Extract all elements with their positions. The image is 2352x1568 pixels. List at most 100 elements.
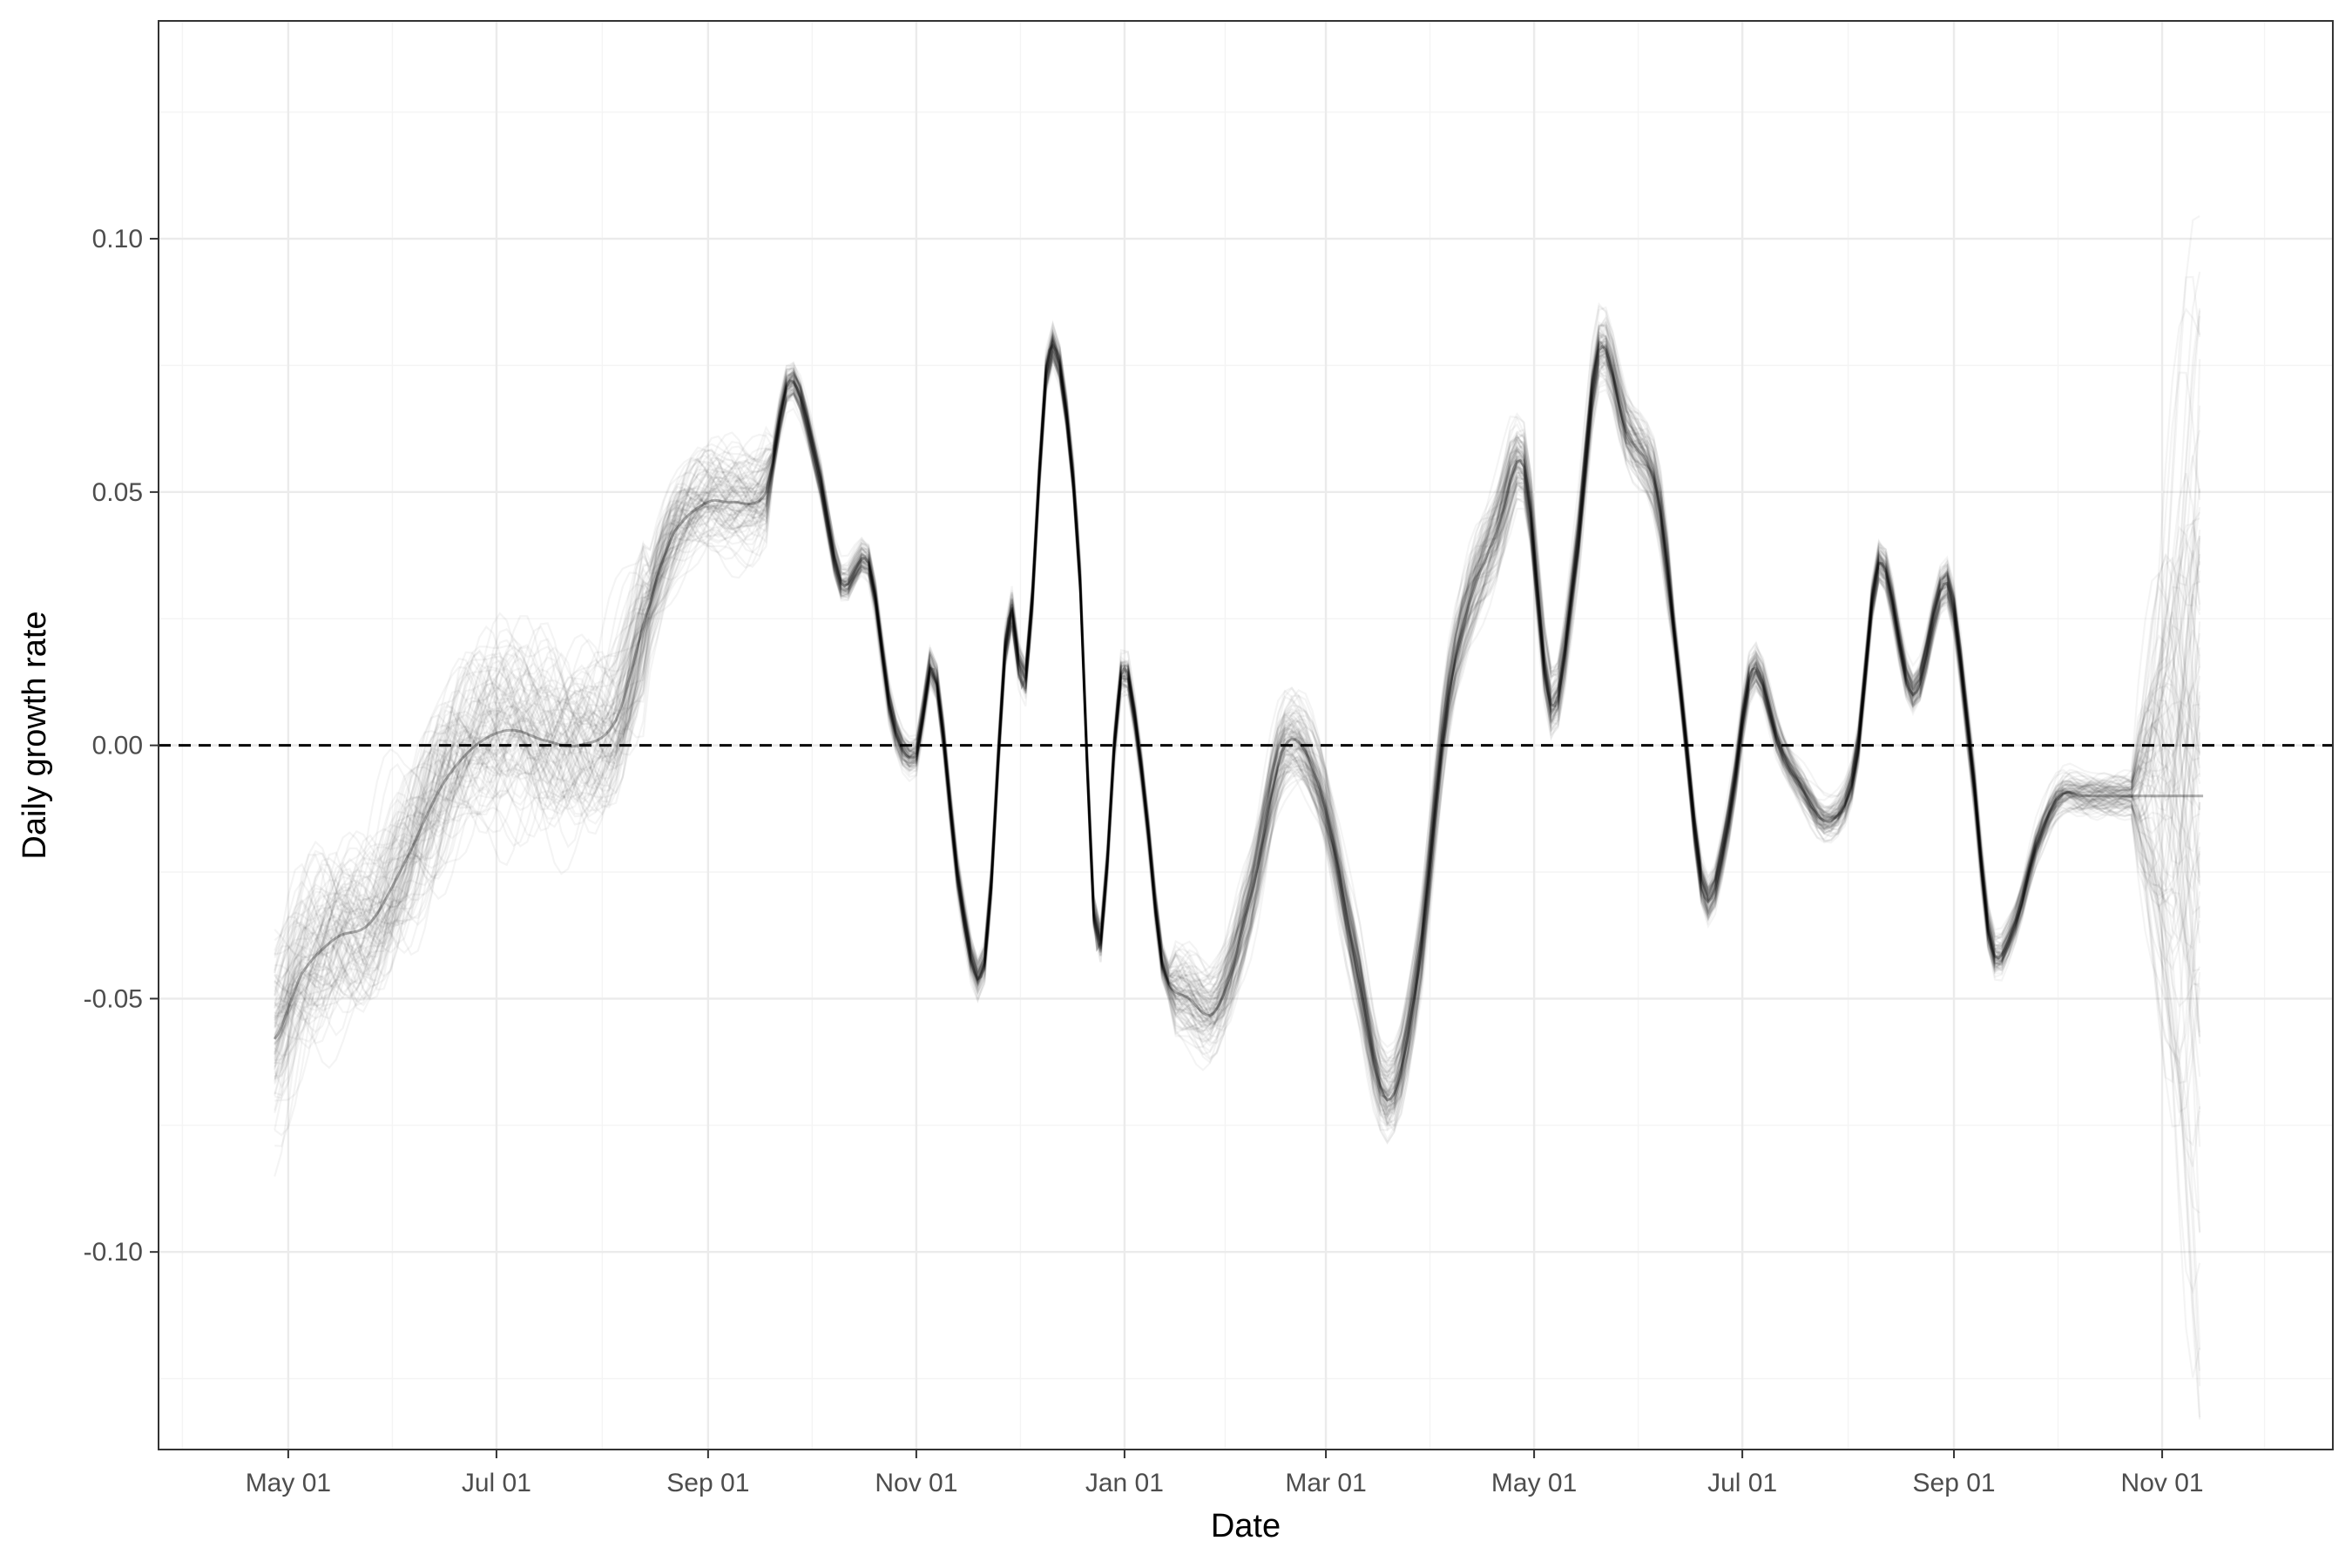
ensemble-line (274, 306, 2200, 1062)
ensemble-line (274, 337, 2201, 1102)
ensemble-line (274, 334, 2201, 1125)
ensemble-line (274, 339, 2201, 1124)
ensemble-line (274, 328, 2201, 1103)
ensemble-line (274, 314, 2201, 1049)
ensemble-line (274, 332, 2201, 1116)
x-tick-label: May 01 (1491, 1469, 1577, 1497)
ensemble-line (274, 338, 2201, 1132)
ensemble-lines (274, 214, 2201, 1420)
ensemble-line (274, 275, 2201, 1109)
ensemble-line (274, 346, 2201, 1096)
ensemble-line (274, 321, 2201, 1079)
x-tick-label: Jan 01 (1085, 1469, 1164, 1497)
y-tick-label: -0.05 (84, 984, 143, 1013)
x-tick-label: Sep 01 (1913, 1469, 1996, 1497)
ensemble-line (274, 341, 2201, 1111)
plot-background (159, 21, 2333, 1450)
ensemble-line (274, 336, 2201, 1371)
median-line (273, 343, 2204, 1102)
ensemble-line (274, 348, 2201, 1118)
plot-border (158, 20, 2334, 1450)
ensemble-line (274, 214, 2200, 1103)
ensemble-line (274, 320, 2201, 1075)
ensemble-line (274, 321, 2201, 1083)
ensemble-line (274, 330, 2200, 1214)
ensemble-line (274, 328, 2201, 1119)
ensemble-line (274, 323, 2201, 1112)
y-tick-label: 0.10 (92, 225, 143, 253)
ensemble-line (274, 341, 2201, 1095)
ensemble-line (274, 339, 2201, 1128)
ensemble-line (274, 330, 2201, 1233)
x-tick-label: Nov 01 (2121, 1469, 2204, 1497)
minor-gridlines (159, 21, 2333, 1450)
x-tick-label: Jul 01 (462, 1469, 531, 1497)
ensemble-line (274, 325, 2201, 1420)
x-axis-ticks: May 01 Jul 01 Sep 01 Nov 01 Jan 01 Mar 01 May … (246, 1450, 2204, 1497)
ensemble-line (274, 344, 2201, 1103)
ensemble-line (274, 308, 2201, 1098)
ensemble-line (274, 348, 2201, 1100)
ensemble-line (274, 353, 2200, 1098)
ensemble-line (274, 333, 2201, 1110)
ensemble-line (274, 271, 2201, 1074)
ensemble-line (274, 324, 2201, 1066)
ensemble-line (274, 310, 2201, 1098)
ensemble-line (274, 350, 2201, 1378)
x-tick-label: Jul 01 (1707, 1469, 1777, 1497)
ensemble-line (274, 335, 2201, 1142)
y-tick-label: 0.05 (92, 478, 143, 507)
ensemble-line (274, 328, 2201, 1097)
x-tick-label: Sep 01 (666, 1469, 749, 1497)
ensemble-line (274, 305, 2200, 1085)
ensemble-line (274, 335, 2201, 1111)
ensemble-line (274, 342, 2201, 1233)
y-tick-label: -0.10 (84, 1238, 143, 1267)
ensemble-line (274, 339, 2201, 1080)
ensemble-line (274, 324, 2201, 1090)
ensemble-line (274, 345, 2201, 1145)
ensemble-line (274, 330, 2201, 1099)
ensemble-line (274, 336, 2201, 1108)
ensemble-line (274, 325, 2201, 1055)
ensemble-line (274, 347, 2200, 1097)
ensemble-line (274, 334, 2201, 1125)
ensemble-line (274, 332, 2201, 1074)
ensemble-line (274, 324, 2201, 1387)
ensemble-line (274, 336, 2201, 1126)
ensemble-line (274, 335, 2201, 1064)
ensemble-line (274, 335, 2201, 1077)
x-axis-title: Date (1211, 1508, 1281, 1544)
ensemble-line (274, 329, 2201, 1093)
ensemble-line (274, 301, 2201, 1089)
ensemble-line (274, 335, 2201, 1418)
ensemble-line (274, 335, 2201, 1071)
ensemble-line (274, 335, 2201, 1121)
ensemble-line (274, 307, 2201, 1098)
y-axis-ticks: 0.10 0.05 0.00 -0.05 -0.10 (84, 225, 159, 1267)
ensemble-line (274, 338, 2201, 1085)
ensemble-line (274, 343, 2201, 1115)
ensemble-line (274, 335, 2201, 1078)
ensemble-line (274, 354, 2201, 1128)
ensemble-line (274, 321, 2201, 1096)
ensemble-line (274, 341, 2200, 1102)
ensemble-line (274, 349, 2201, 1100)
ensemble-line (274, 346, 2200, 1074)
ensemble-line (274, 340, 2201, 1147)
ensemble-line (274, 330, 2201, 1095)
ensemble-line (274, 321, 2201, 1093)
ensemble-line (274, 331, 2201, 1350)
ensemble-line (274, 323, 2201, 1083)
ensemble-line (274, 346, 2201, 1120)
y-axis-title: Daily growth rate (17, 611, 53, 859)
ensemble-line (274, 335, 2201, 1084)
ensemble-line (274, 336, 2201, 1119)
ensemble-line (274, 333, 2201, 1109)
ensemble-line (274, 341, 2201, 1147)
ensemble-line (274, 344, 2201, 1092)
ensemble-line (274, 326, 2200, 1114)
x-tick-label: Mar 01 (1285, 1469, 1366, 1497)
ensemble-line (274, 341, 2201, 1105)
